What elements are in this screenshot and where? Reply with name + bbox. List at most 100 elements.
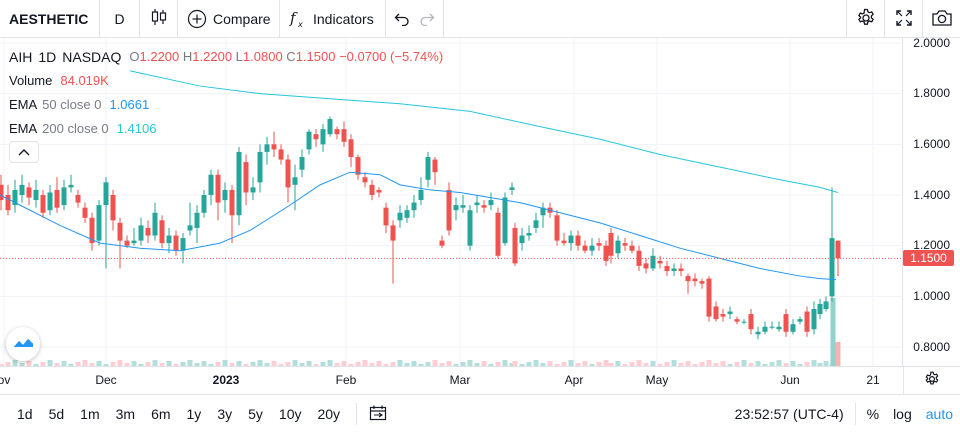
volume-bar <box>713 363 719 366</box>
chart-legend: AIH 1D NASDAQ O1.2200 H1.2200 L1.0800 C1… <box>9 45 443 141</box>
candle-body <box>706 278 712 317</box>
settings-button[interactable] <box>846 0 884 38</box>
high-value: 1.2200 <box>192 49 233 64</box>
ticker: AIH <box>9 49 33 65</box>
candle-body <box>467 210 473 246</box>
ema50-row: EMA 50 close 0 1.0661 <box>9 93 443 117</box>
candle-body <box>589 245 595 251</box>
volume-bar <box>495 362 501 366</box>
price-tick: 1.8000 <box>913 86 950 100</box>
candles-icon <box>150 7 168 30</box>
candle-body <box>643 263 649 269</box>
svg-text:f: f <box>289 9 298 27</box>
candle-body <box>138 225 144 241</box>
time-axis[interactable]: ov Dec 2023 Feb Mar Apr May Jun 21 <box>0 366 960 395</box>
volume-bar <box>540 363 546 366</box>
candle-body <box>26 187 32 198</box>
range-5y[interactable]: 5y <box>248 406 263 422</box>
tradingview-logo-button[interactable] <box>6 327 40 361</box>
divider <box>356 403 358 425</box>
fullscreen-button[interactable] <box>884 0 922 38</box>
time-tick: ov <box>0 373 11 387</box>
range-5d[interactable]: 5d <box>48 406 65 422</box>
candle-body <box>650 255 656 269</box>
candle-body <box>243 162 249 193</box>
snapshot-button[interactable] <box>922 0 960 38</box>
volume-bar <box>474 363 480 366</box>
range-1m[interactable]: 1m <box>80 406 100 422</box>
volume-bar <box>89 363 95 366</box>
volume-bar <box>608 363 614 366</box>
undo-icon[interactable] <box>390 12 415 26</box>
ema50-params: 50 close 0 <box>42 97 102 112</box>
candle-body <box>509 187 515 190</box>
ema50-label: EMA <box>9 97 38 112</box>
candle-body <box>236 151 242 216</box>
volume-bar <box>278 364 284 366</box>
candle-body <box>47 192 53 211</box>
candle-body <box>145 227 151 236</box>
candle-body <box>299 157 305 170</box>
interval-button[interactable]: D <box>100 0 140 38</box>
legend-collapse-button[interactable] <box>9 141 39 163</box>
redo-icon[interactable] <box>415 12 440 26</box>
candle-body <box>355 157 361 175</box>
date-range-button[interactable] <box>365 405 391 424</box>
candle-body <box>699 281 705 284</box>
range-3y[interactable]: 3y <box>217 406 233 422</box>
last-price-label: 1.1500 <box>903 250 954 266</box>
chart-type-button[interactable] <box>140 0 178 38</box>
candle-body <box>96 205 102 241</box>
time-tick: Apr <box>564 373 584 387</box>
volume-bar <box>453 364 459 366</box>
price-axis[interactable]: 2.0000 1.8000 1.6000 1.4000 1.2000 1.000… <box>902 36 960 367</box>
low-value: 1.0800 <box>242 49 283 64</box>
volume-bar <box>509 363 515 366</box>
volume-bar <box>547 361 553 366</box>
log-toggle[interactable]: log <box>893 406 912 422</box>
clock[interactable]: 23:52:57 (UTC-4) <box>734 406 844 422</box>
symbol-label: AESTHETIC <box>9 10 89 27</box>
undo-redo-group <box>386 0 444 38</box>
volume-bar <box>622 364 628 366</box>
price-chart[interactable] <box>0 38 902 366</box>
range-20y[interactable]: 20y <box>317 406 341 422</box>
volume-bar <box>194 363 200 366</box>
volume-bar <box>201 361 207 366</box>
volume-bar <box>96 361 102 366</box>
volume-bar <box>61 361 67 366</box>
range-3m[interactable]: 3m <box>115 406 136 422</box>
symbol-search-button[interactable]: AESTHETIC <box>0 0 100 38</box>
volume-bar <box>19 363 25 366</box>
range-1y[interactable]: 1y <box>186 406 202 422</box>
volume-bar <box>285 362 291 366</box>
volume-bar <box>26 361 32 366</box>
range-6m[interactable]: 6m <box>151 406 171 422</box>
time-tick: Dec <box>95 373 117 387</box>
candle-body <box>741 321 747 323</box>
ema200-row: EMA 200 close 0 1.4106 <box>9 117 443 141</box>
volume-bar <box>776 360 782 366</box>
volume-bar <box>526 362 532 366</box>
volume-bar <box>741 360 747 366</box>
candle-body <box>622 243 628 246</box>
volume-bar <box>720 361 726 366</box>
candle-body <box>495 212 501 256</box>
volume-bar <box>313 364 319 366</box>
bottom-right-controls: 23:52:57 (UTC-4) % log auto <box>728 395 960 433</box>
ema50-value: 1.0661 <box>109 97 150 112</box>
range-1d[interactable]: 1d <box>17 406 33 422</box>
candle-body <box>208 174 214 195</box>
compare-button[interactable]: Compare <box>178 0 280 38</box>
volume-bar <box>33 364 39 366</box>
axis-settings-button[interactable] <box>903 367 960 395</box>
auto-toggle[interactable]: auto <box>925 406 953 422</box>
volume-bar <box>446 361 452 366</box>
open-label: O <box>129 49 140 64</box>
volume-bar <box>769 362 775 366</box>
percent-toggle[interactable]: % <box>866 406 880 422</box>
volume-bar <box>411 361 417 366</box>
volume-bar <box>762 364 768 366</box>
range-10y[interactable]: 10y <box>278 406 302 422</box>
